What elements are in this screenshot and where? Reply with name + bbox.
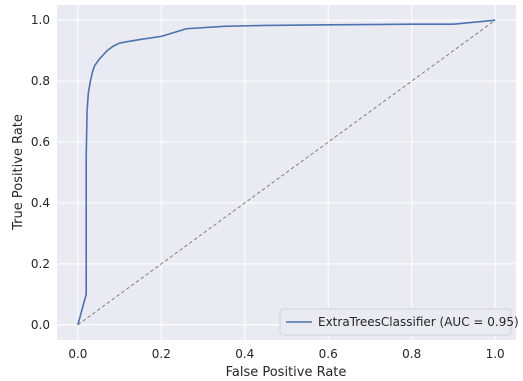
y-tick-label: 0.6 bbox=[31, 135, 50, 149]
legend-label: ExtraTreesClassifier (AUC = 0.95) bbox=[318, 315, 519, 329]
y-tick-label: 0.4 bbox=[31, 196, 50, 210]
tick-layer: 0.0 0.2 0.4 0.6 0.8 1.0 0.0 0.2 0.4 0.6 0.8 1.0 bbox=[31, 13, 505, 361]
x-tick-label: 0.0 bbox=[68, 347, 87, 361]
x-tick-label: 0.2 bbox=[152, 347, 171, 361]
legend: ExtraTreesClassifier (AUC = 0.95) bbox=[279, 308, 519, 336]
x-tick-label: 0.8 bbox=[402, 347, 421, 361]
chance-diagonal-line bbox=[77, 19, 496, 326]
grid-layer bbox=[57, 5, 516, 340]
roc-curve-line bbox=[77, 19, 496, 325]
x-tick-label: 1.0 bbox=[486, 347, 505, 361]
x-tick-label: 0.4 bbox=[235, 347, 254, 361]
series-layer bbox=[77, 19, 496, 326]
y-tick-label: 0.2 bbox=[31, 257, 50, 271]
y-tick-label: 0.8 bbox=[31, 74, 50, 88]
y-axis-label: True Positive Rate bbox=[11, 114, 26, 231]
x-tick-label: 0.6 bbox=[319, 347, 338, 361]
legend-box bbox=[279, 308, 512, 336]
y-tick-label: 1.0 bbox=[31, 13, 50, 27]
y-tick-label: 0.0 bbox=[31, 318, 50, 332]
x-axis-label: False Positive Rate bbox=[226, 365, 347, 380]
